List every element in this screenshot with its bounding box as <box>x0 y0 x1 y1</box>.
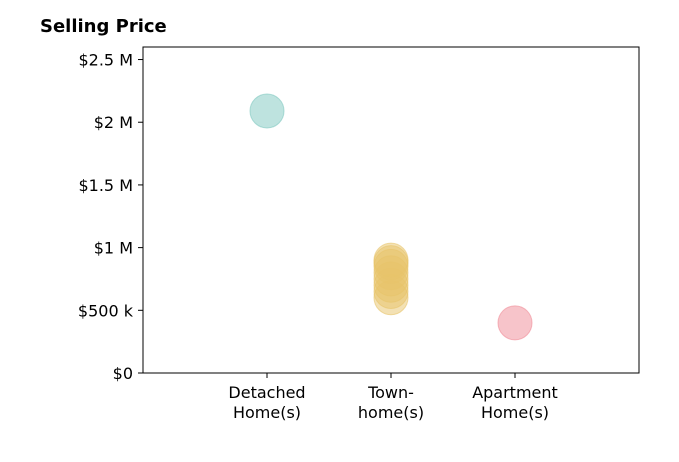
data-point-2-0 <box>497 305 533 341</box>
plot-area-frame <box>142 46 640 374</box>
x-tick-label-1: Town-home(s) <box>358 383 424 422</box>
chart-title: Selling Price <box>40 16 167 37</box>
x-tick-label-0: Detached Home(s) <box>228 383 305 422</box>
x-tick-label-2: Apartment Home(s) <box>472 383 558 422</box>
y-tick-label-5: $2.5 M <box>78 51 133 70</box>
y-axis: $0 $500 k $1 M $1.5 M $2 M $2.5 M <box>78 51 143 383</box>
x-axis: Detached Home(s) Town-home(s) Apartment Home… <box>228 373 558 422</box>
y-tick-label-0: $0 <box>113 364 133 383</box>
data-point-0-0 <box>249 93 285 129</box>
y-tick-label-3: $1.5 M <box>78 176 133 195</box>
y-tick-label-2: $1 M <box>94 239 133 258</box>
data-points-layer <box>249 93 533 341</box>
y-tick-label-4: $2 M <box>94 113 133 132</box>
y-tick-label-1: $500 k <box>78 301 134 320</box>
data-point-1-7 <box>373 242 409 278</box>
